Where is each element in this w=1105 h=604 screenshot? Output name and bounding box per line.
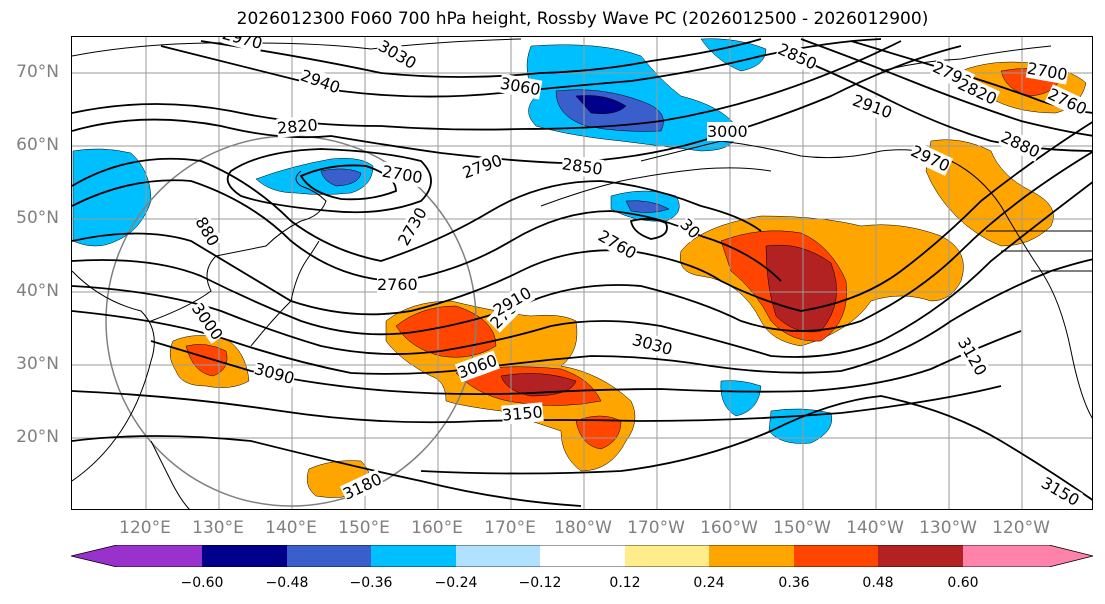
- colorbar-segment: [287, 545, 371, 567]
- colorbar-segment: [625, 545, 709, 567]
- colorbar-segment: [456, 545, 540, 567]
- map-canvas: [72, 37, 1092, 509]
- lat-label-60n: 60°N: [16, 135, 59, 155]
- colorbar-tick: −0.36: [349, 575, 393, 591]
- colorbar-segment: [794, 545, 878, 567]
- colorbar-tick: −0.24: [434, 575, 478, 591]
- colorbar-segments: [71, 545, 1093, 567]
- lat-label-30n: 30°N: [16, 354, 59, 374]
- map-title: 2026012300 F060 700 hPa height, Rossby W…: [236, 9, 929, 29]
- colorbar-tick: 0.48: [862, 575, 894, 591]
- lon-label-140e: 140°E: [265, 518, 317, 538]
- lon-label-150w: 150°W: [773, 518, 831, 538]
- lon-label-160w: 160°W: [700, 518, 758, 538]
- lon-label-160e: 160°E: [411, 518, 463, 538]
- colorbar-tick: −0.48: [265, 575, 309, 591]
- colorbar-segment: [878, 545, 963, 567]
- lon-label-130w: 130°W: [919, 518, 977, 538]
- lat-label-20n: 20°N: [16, 427, 59, 447]
- colorbar: [71, 545, 1094, 567]
- colorbar-tick: 0.36: [778, 575, 810, 591]
- lon-label-120w: 120°W: [992, 518, 1050, 538]
- lon-label-180w: 180°W: [554, 518, 612, 538]
- lat-label-50n: 50°N: [16, 208, 59, 228]
- contour-label: 3150: [501, 402, 544, 425]
- colorbar-segment: [202, 545, 287, 567]
- lon-label-170w: 170°W: [627, 518, 685, 538]
- lon-label-140w: 140°W: [846, 518, 904, 538]
- colorbar-segment: [709, 545, 794, 567]
- lon-label-170e: 170°E: [484, 518, 536, 538]
- colorbar-segment: [963, 545, 1093, 567]
- colorbar-tick: 0.12: [609, 575, 641, 591]
- lat-label-40n: 40°N: [16, 281, 59, 301]
- lon-label-130e: 130°E: [192, 518, 244, 538]
- colorbar-tick: 0.24: [693, 575, 725, 591]
- contour-label: 2760: [377, 275, 418, 294]
- contour-label: 2820: [276, 115, 319, 138]
- colorbar-segment: [540, 545, 625, 567]
- lon-label-150e: 150°E: [338, 518, 390, 538]
- colorbar-tick: −0.60: [180, 575, 224, 591]
- map-panel: 2970 3030 2940 3060 2820 2700 2790 2850 …: [71, 36, 1093, 510]
- colorbar-segment: [71, 545, 202, 567]
- contour-label: 3000: [707, 122, 748, 141]
- colorbar-outline: [71, 545, 1094, 567]
- colorbar-tick: −0.12: [518, 575, 562, 591]
- lat-label-70n: 70°N: [16, 62, 59, 82]
- colorbar-tick: 0.60: [947, 575, 979, 591]
- colorbar-segment: [371, 545, 456, 567]
- lon-label-120e: 120°E: [119, 518, 171, 538]
